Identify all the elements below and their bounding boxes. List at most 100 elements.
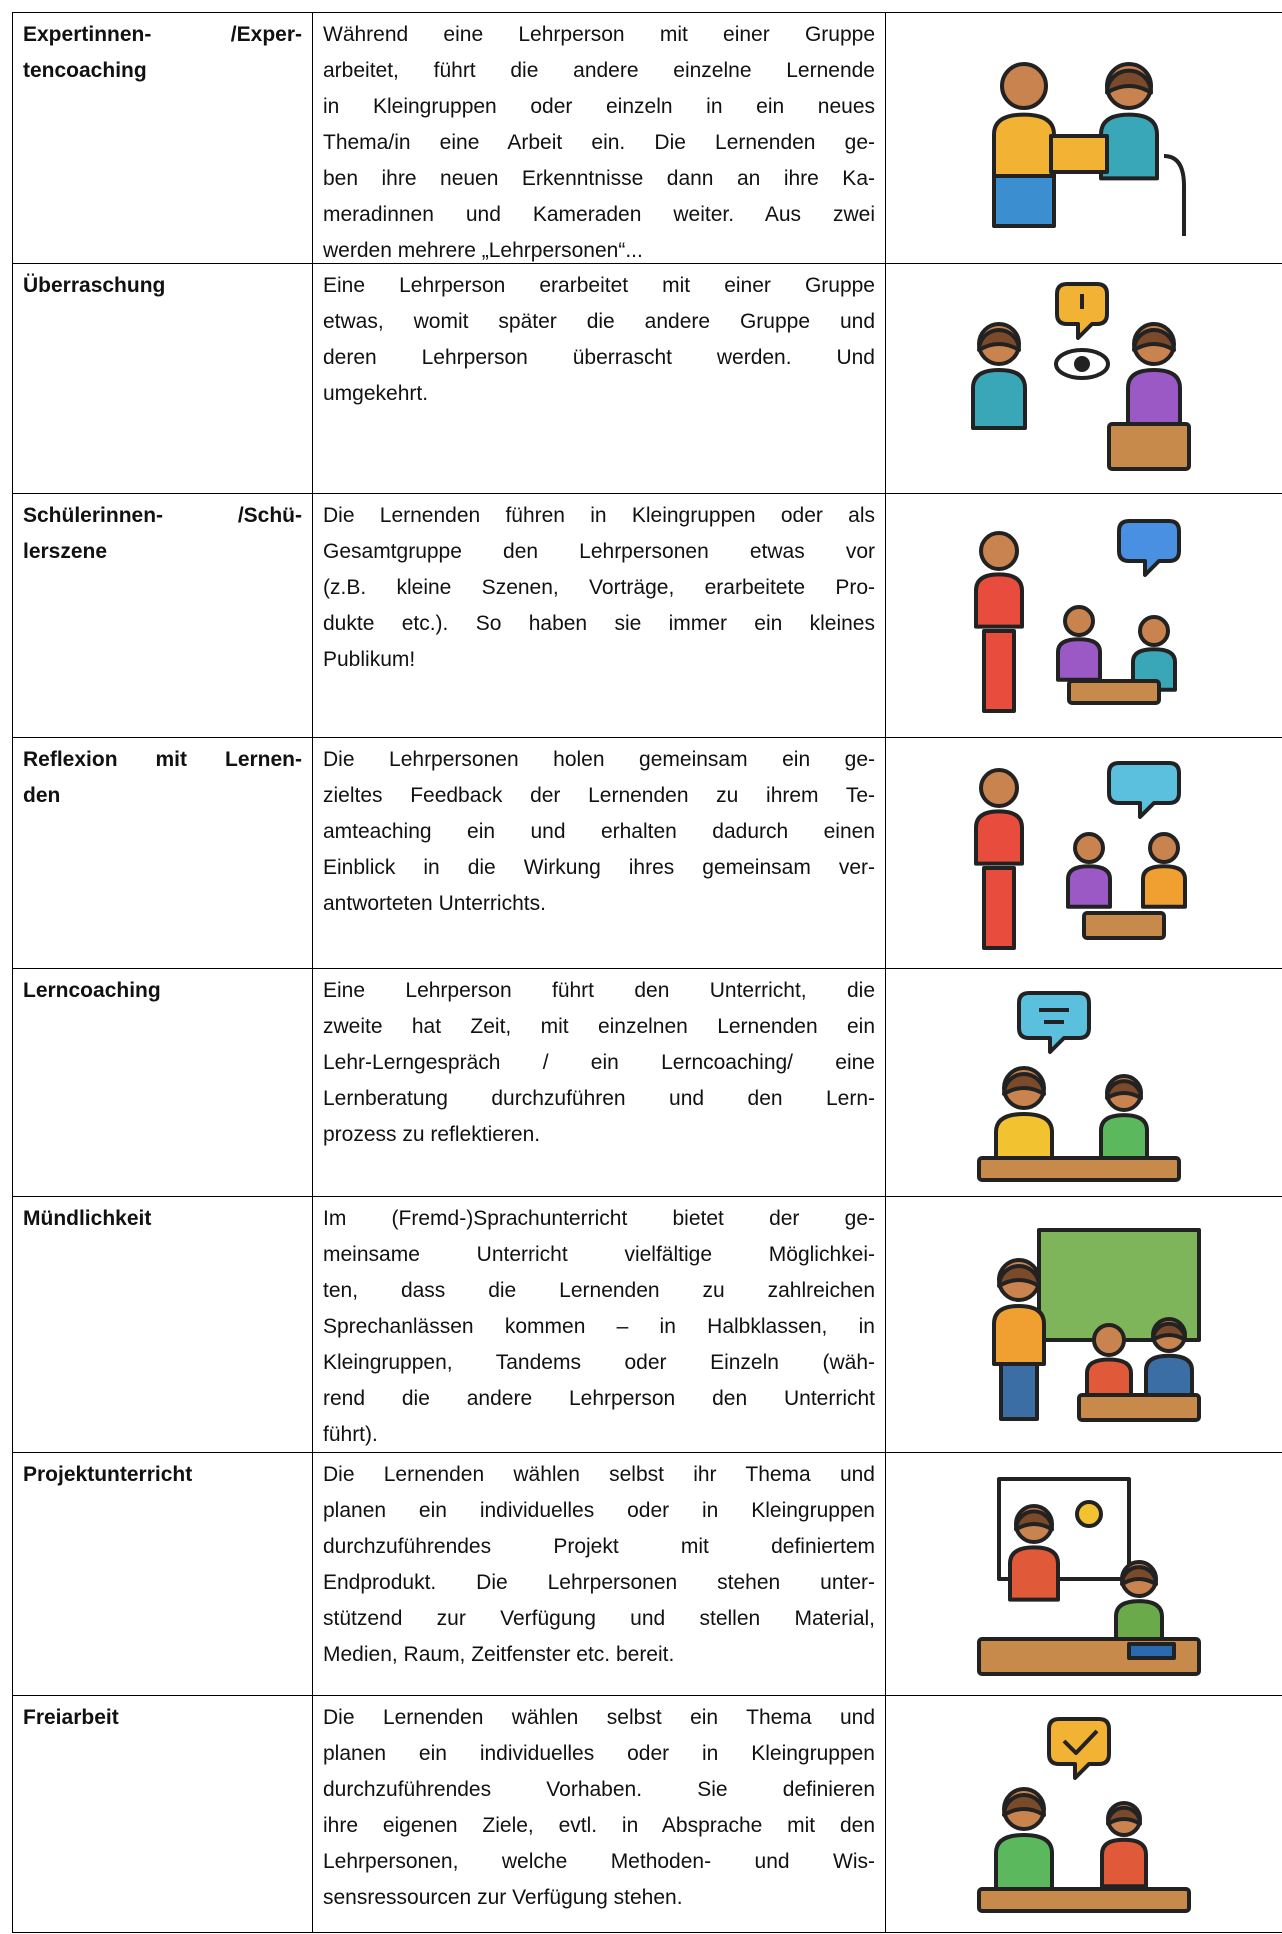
- term-cell: Lerncoaching: [12, 969, 312, 1196]
- table-row: Mündlichkeit Im (Fremd-)Sprachunterricht …: [12, 1197, 1282, 1453]
- term-cell: Schülerinnen- /Schü-lerszene: [12, 494, 312, 737]
- person-hair: [1106, 1805, 1142, 1826]
- text-line: (z.B. kleine Szenen, Vorträge, erarbeite…: [323, 576, 875, 599]
- person-body: [971, 367, 1027, 430]
- text-line: deren Lehrperson überrascht werden. Und: [323, 346, 875, 369]
- text-line: zieltes Feedback der Lernenden zu ihrem …: [323, 784, 875, 807]
- image-cell: [885, 969, 1282, 1196]
- person-body: [1100, 1837, 1148, 1889]
- term-line: Reflexion mit Lernen-: [23, 748, 302, 771]
- text-line: meinsame Unterricht vielfältige Möglichk…: [323, 1243, 875, 1266]
- image-cell: [885, 494, 1282, 737]
- text-line: Lehr-Lerngespräch / ein Lerncoaching/ ei…: [323, 1051, 875, 1074]
- legs: [992, 174, 1056, 228]
- pupil: [1074, 355, 1090, 372]
- illustration: [977, 1477, 1201, 1676]
- books: [1127, 1642, 1176, 1660]
- text-line: zweite hat Zeit, mit einzelnen Lernenden…: [323, 1015, 875, 1038]
- illustration: [977, 990, 1181, 1182]
- text-cell: Die Lernenden wählen selbst ein Thema un…: [312, 1696, 885, 1932]
- person-hair: [1014, 1509, 1054, 1532]
- desk: [977, 1155, 1181, 1182]
- bulb: [1075, 1500, 1103, 1528]
- text-line: Lernberatung durchzuführen und den Lern-: [323, 1087, 875, 1110]
- check: [1062, 1729, 1099, 1755]
- person-hair: [1002, 1071, 1046, 1096]
- text-line: Während eine Lehrperson mit einer Gruppe: [323, 23, 875, 46]
- person-hair: [1105, 1078, 1143, 1100]
- text-line: durchzuführendes Vorhaben. Sie definiere…: [323, 1778, 875, 1801]
- table-row: Lerncoaching Eine Lehrperson führt den Un…: [12, 969, 1282, 1197]
- person-head: [1073, 832, 1105, 864]
- text-cell: Eine Lehrperson führt den Unterricht, di…: [312, 969, 885, 1196]
- table: Expertinnen- /Exper-tencoaching Während e…: [12, 12, 1282, 1933]
- text-cell: Die Lehrpersonen holen gemeinsam ein ge-…: [312, 738, 885, 968]
- text-line: stützend zur Verfügung und stellen Mater…: [323, 1607, 875, 1630]
- legs: [982, 866, 1016, 950]
- term-line: Expertinnen- /Exper-: [23, 23, 302, 46]
- speech-bubble: [1117, 518, 1181, 577]
- person-head: [1092, 1323, 1126, 1357]
- text-line: Die Lernenden wählen selbst ihr Thema un…: [323, 1463, 875, 1486]
- text-line: Im (Fremd-)Sprachunterricht bietet der g…: [323, 1207, 875, 1230]
- term-line: tencoaching: [23, 59, 147, 82]
- image-cell: [885, 1453, 1282, 1695]
- text-line: Thema/in eine Arbeit ein. Die Lernenden …: [323, 131, 875, 154]
- term-cell: Projektunterricht: [12, 1453, 312, 1695]
- legs: [982, 628, 1016, 713]
- term-line: den: [23, 784, 61, 807]
- illustration: [992, 62, 1186, 236]
- text-line: Eine Lehrperson führt den Unterricht, di…: [323, 979, 875, 1002]
- text-line: ben ihre neuen Erkenntnisse dann an ihre…: [323, 167, 875, 190]
- text-cell: Im (Fremd-)Sprachunterricht bietet der g…: [312, 1197, 885, 1453]
- text-line: führt).: [323, 1423, 378, 1446]
- person-body: [1085, 1357, 1133, 1405]
- person-body: [1126, 367, 1182, 430]
- text-line: planen ein individuelles oder in Kleingr…: [323, 1742, 875, 1765]
- term-cell: Mündlichkeit: [12, 1197, 312, 1453]
- person-head: [979, 530, 1019, 571]
- person-head: [979, 768, 1019, 808]
- text-line: prozess zu reflektieren.: [323, 1123, 541, 1146]
- term-cell: Freiarbeit: [12, 1696, 312, 1932]
- term-line: lerszene: [23, 540, 108, 563]
- text-cell: Die Lernenden führen in Kleingruppen ode…: [312, 494, 885, 737]
- image-cell: [885, 13, 1282, 269]
- text-line: amteaching ein und erhalten dadurch eine…: [323, 820, 875, 843]
- text-line: werden mehrere „Lehrpersonen“...: [323, 239, 643, 262]
- text-line: Lehrpersonen, welche Methoden- und Wis-: [323, 1850, 875, 1873]
- person-body: [1056, 636, 1102, 682]
- person-hair: [997, 1264, 1041, 1288]
- image-cell: [885, 264, 1282, 493]
- desk: [1067, 678, 1161, 705]
- person-body: [1008, 1545, 1060, 1602]
- person-hair: [1002, 1793, 1046, 1817]
- text-line: Publikum!: [323, 648, 416, 671]
- text-line: ten, dass die Lernenden zu zahlreichen: [323, 1279, 875, 1302]
- text-line: Eine Lehrperson erarbeitet mit einer Gru…: [323, 274, 875, 297]
- person-body: [1144, 1353, 1194, 1405]
- text-line: sensressourcen zur Verfügung stehen.: [323, 1886, 683, 1909]
- text-line: durchzuführendes Projekt mit definiertem: [323, 1535, 875, 1558]
- person-body: [1066, 864, 1112, 909]
- text-line: Medien, Raum, Zeitfenster etc. bereit.: [323, 1643, 675, 1666]
- text-line: etwas, womit später die andere Gruppe un…: [323, 310, 875, 333]
- table-row: Überraschung Eine Lehrperson erarbeitet m…: [12, 264, 1282, 494]
- person-body: [994, 1833, 1054, 1895]
- text-line: Kleingruppen, Tandems oder Einzeln (wäh-: [323, 1351, 875, 1374]
- text-cell: Während eine Lehrperson mit einer Gruppe…: [312, 13, 885, 269]
- illustration: [974, 761, 1187, 950]
- text-line: in Kleingruppen oder einzeln in ein neue…: [323, 95, 875, 118]
- table-row: Expertinnen- /Exper-tencoaching Während e…: [12, 13, 1282, 269]
- table-row: Freiarbeit Die Lernenden wählen selbst ei…: [12, 1696, 1282, 1933]
- term-line: Schülerinnen- /Schü-: [23, 504, 302, 527]
- image-cell: [885, 738, 1282, 968]
- desk: [1082, 911, 1166, 940]
- term-cell: Überraschung: [12, 264, 312, 493]
- term-cell: Reflexion mit Lernen-den: [12, 738, 312, 968]
- image-cell: [885, 1197, 1282, 1453]
- table-row: Projektunterricht Die Lernenden wählen se…: [12, 1453, 1282, 1696]
- person-body: [1099, 1112, 1149, 1166]
- text-line: Einblick in die Wirkung ihres gemeinsam …: [323, 856, 875, 879]
